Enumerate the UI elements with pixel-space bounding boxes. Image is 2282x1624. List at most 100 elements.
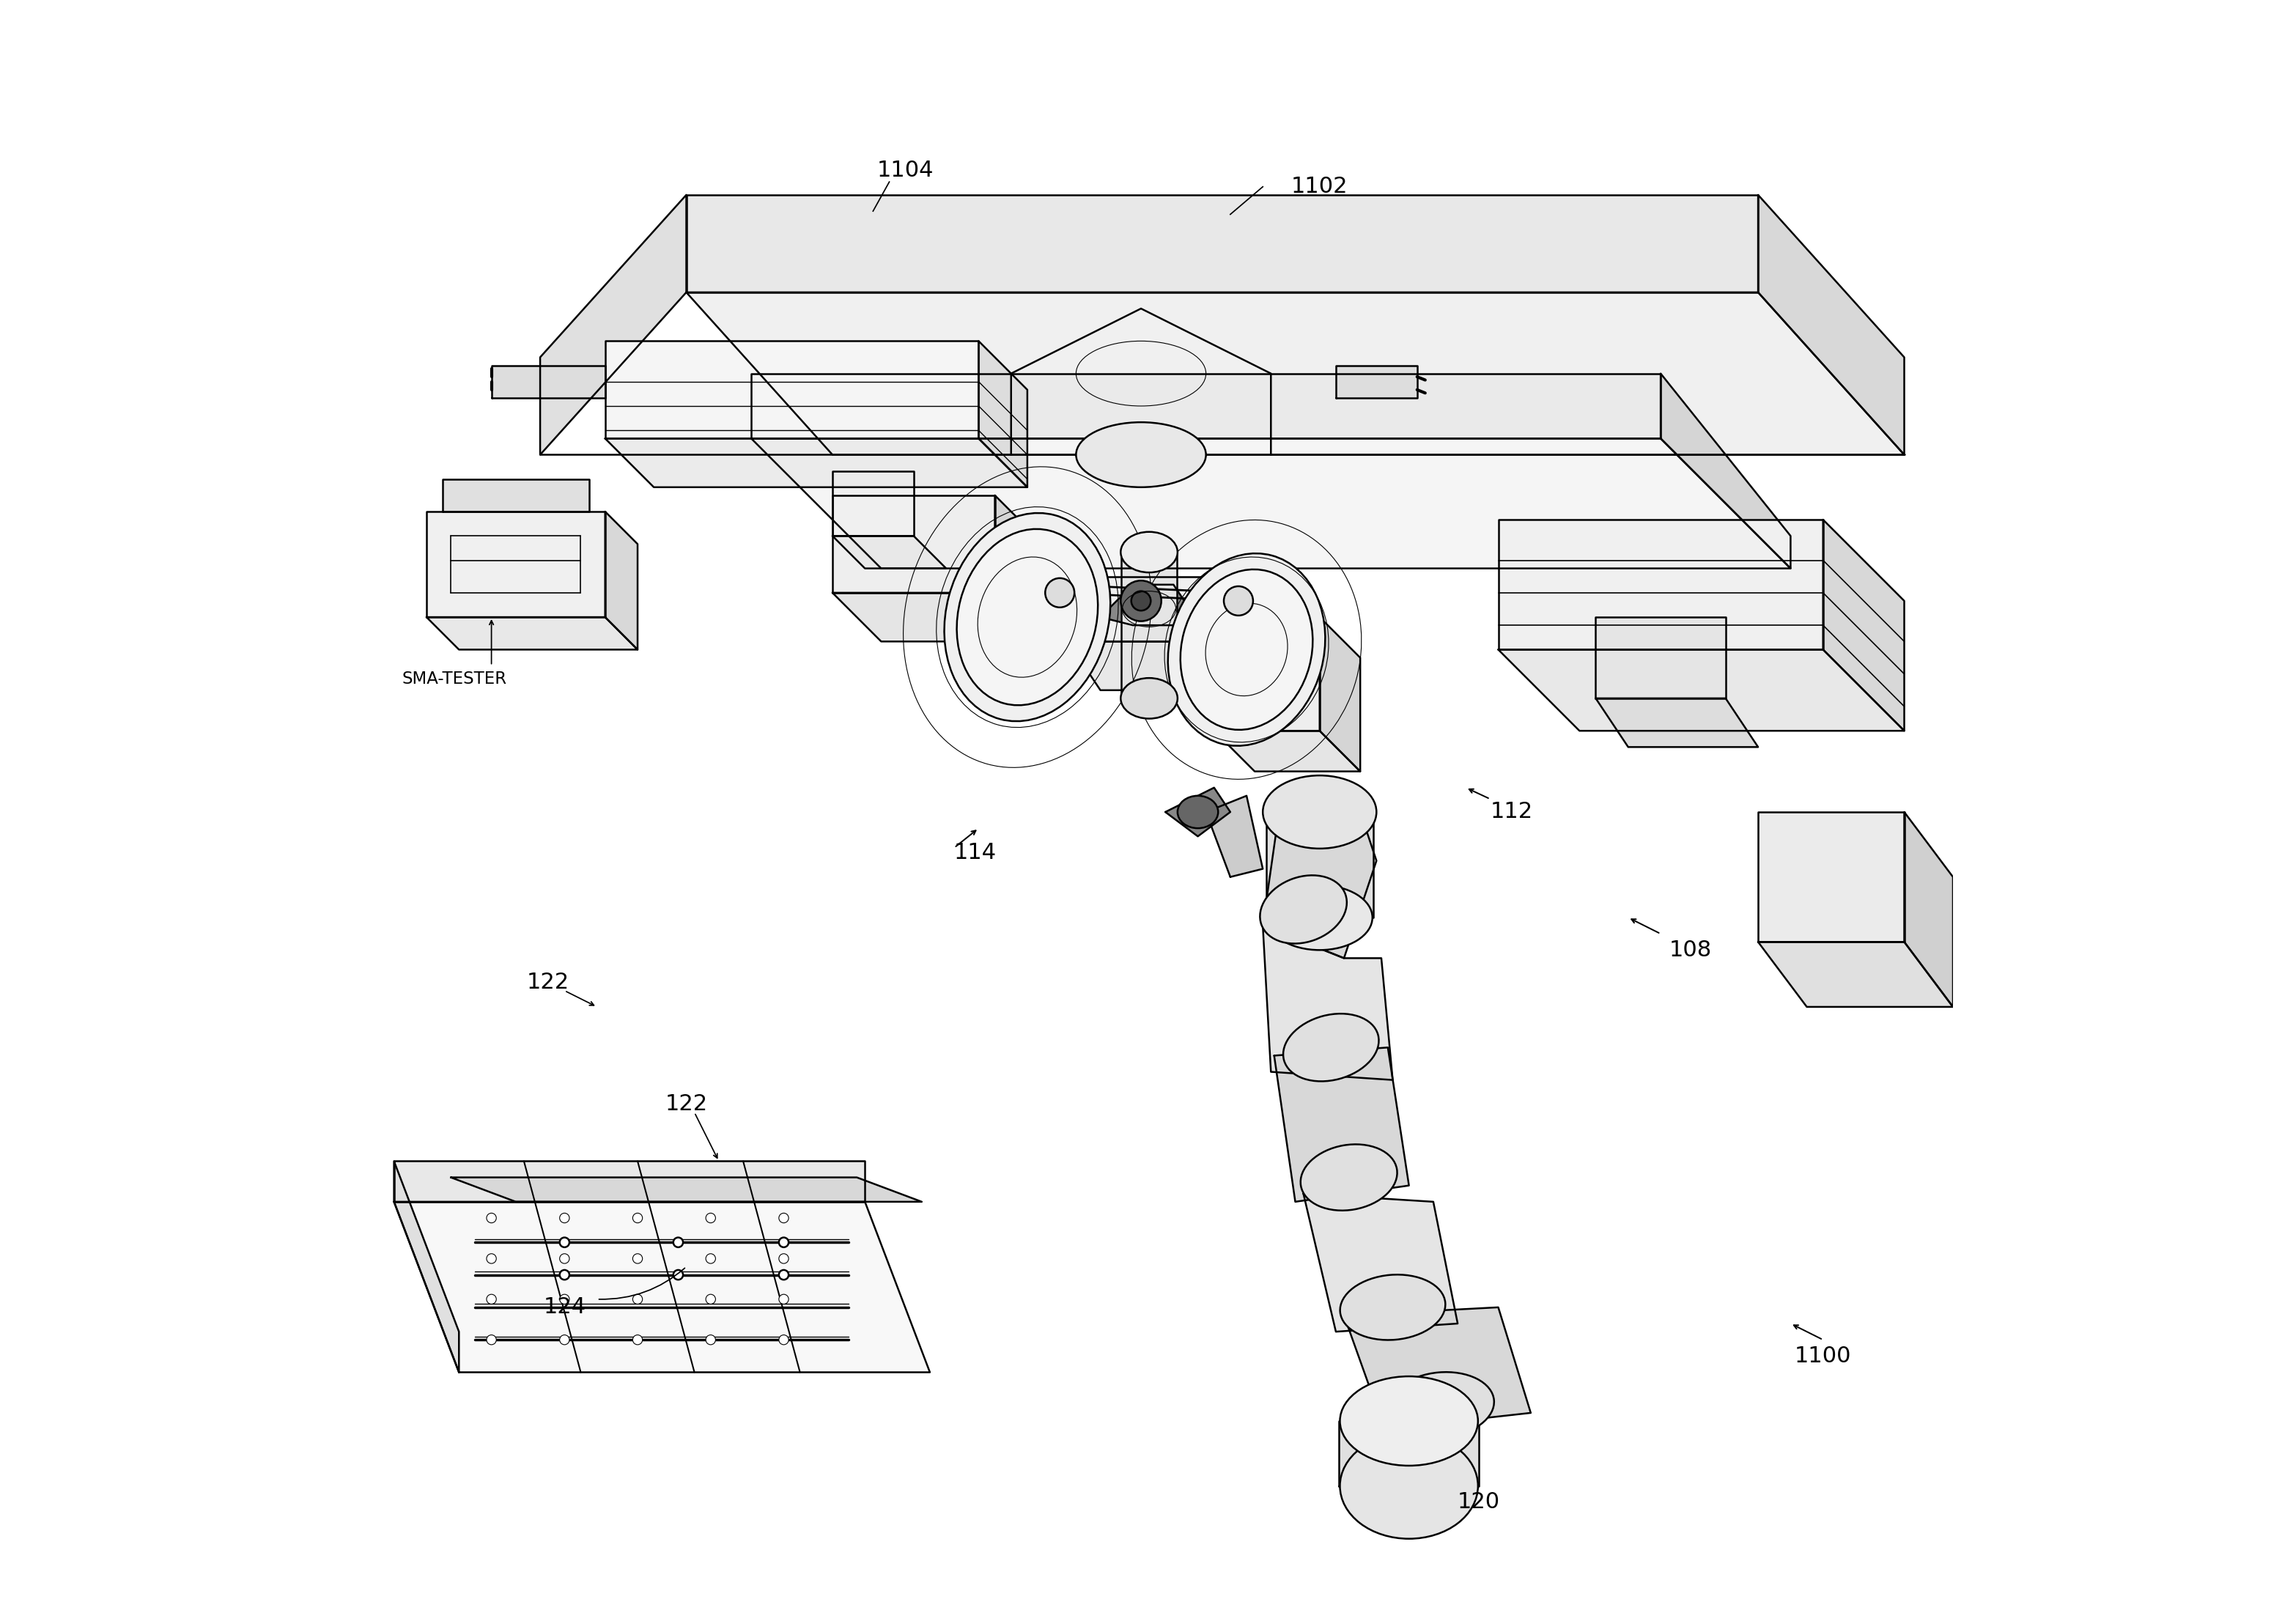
Polygon shape [1262,812,1376,958]
Polygon shape [1757,195,1903,455]
Polygon shape [833,536,947,568]
Ellipse shape [559,1237,570,1247]
Text: 124: 124 [543,1296,586,1319]
Ellipse shape [1267,885,1371,950]
Ellipse shape [705,1213,717,1223]
Polygon shape [1661,374,1791,568]
Polygon shape [443,479,589,512]
Ellipse shape [1132,591,1150,611]
Text: 122: 122 [664,1093,707,1116]
Text: 1102: 1102 [1292,175,1349,198]
Ellipse shape [1390,1372,1495,1437]
Polygon shape [1267,812,1374,918]
Polygon shape [1335,365,1417,398]
Ellipse shape [559,1254,570,1263]
Polygon shape [1068,577,1214,641]
Ellipse shape [673,1237,682,1247]
Polygon shape [452,1177,922,1202]
Polygon shape [1595,617,1725,698]
Polygon shape [1214,617,1319,731]
Ellipse shape [1168,554,1326,745]
Ellipse shape [778,1213,790,1223]
Polygon shape [979,341,1027,487]
Polygon shape [605,438,1027,487]
Polygon shape [427,512,605,617]
Text: 1104: 1104 [876,159,933,182]
Ellipse shape [778,1254,790,1263]
Ellipse shape [1267,780,1371,844]
Polygon shape [1068,641,1246,690]
Ellipse shape [945,513,1111,721]
Ellipse shape [778,1237,790,1247]
Ellipse shape [486,1213,495,1223]
Polygon shape [833,495,995,593]
Polygon shape [1166,788,1230,836]
Polygon shape [1757,812,1903,942]
Ellipse shape [1045,578,1075,607]
Polygon shape [751,438,1791,568]
Ellipse shape [1262,776,1376,848]
Polygon shape [687,195,1757,292]
Ellipse shape [1120,679,1178,718]
Polygon shape [1903,812,1953,1007]
Ellipse shape [1180,570,1312,729]
Text: 114: 114 [954,841,997,864]
Polygon shape [395,1161,865,1202]
Polygon shape [1100,585,1189,625]
Polygon shape [1120,552,1178,698]
Ellipse shape [1340,1275,1445,1340]
Polygon shape [687,292,1903,455]
Text: 120: 120 [1458,1491,1499,1514]
Polygon shape [1757,942,1953,1007]
Polygon shape [395,1161,459,1372]
Ellipse shape [1223,586,1253,615]
Ellipse shape [778,1294,790,1304]
Text: 1100: 1100 [1794,1345,1851,1367]
Polygon shape [605,512,637,650]
Polygon shape [1344,1307,1531,1429]
Polygon shape [1214,577,1246,690]
Polygon shape [995,495,1043,641]
Polygon shape [1499,650,1903,731]
Ellipse shape [705,1254,717,1263]
Ellipse shape [778,1335,790,1345]
Polygon shape [541,195,687,455]
Ellipse shape [559,1213,570,1223]
Ellipse shape [486,1294,495,1304]
Ellipse shape [632,1254,644,1263]
Polygon shape [1303,1194,1458,1332]
Text: 122: 122 [527,971,570,994]
Text: 112: 112 [1490,801,1534,823]
Polygon shape [1262,926,1392,1080]
Ellipse shape [705,1294,717,1304]
Polygon shape [1499,520,1823,650]
Ellipse shape [1178,796,1219,828]
Polygon shape [1595,698,1757,747]
Polygon shape [1319,617,1360,771]
Ellipse shape [1301,1145,1397,1210]
Ellipse shape [632,1294,644,1304]
Ellipse shape [1340,1377,1479,1465]
Ellipse shape [632,1335,644,1345]
Polygon shape [1205,796,1262,877]
Polygon shape [427,617,637,650]
Ellipse shape [559,1294,570,1304]
Ellipse shape [673,1270,682,1280]
Ellipse shape [956,529,1098,705]
Ellipse shape [1260,875,1346,944]
Polygon shape [491,365,605,398]
Polygon shape [605,341,979,438]
Polygon shape [1273,1047,1408,1202]
Polygon shape [1214,731,1360,771]
Ellipse shape [1340,1432,1479,1540]
Polygon shape [751,374,1661,438]
Text: SMA-TESTER: SMA-TESTER [402,671,507,687]
Ellipse shape [1120,531,1178,572]
Ellipse shape [559,1335,570,1345]
Text: 108: 108 [1668,939,1712,961]
Ellipse shape [705,1335,717,1345]
Ellipse shape [486,1254,495,1263]
Ellipse shape [1077,422,1205,487]
Polygon shape [1823,520,1903,731]
Polygon shape [833,593,1043,641]
